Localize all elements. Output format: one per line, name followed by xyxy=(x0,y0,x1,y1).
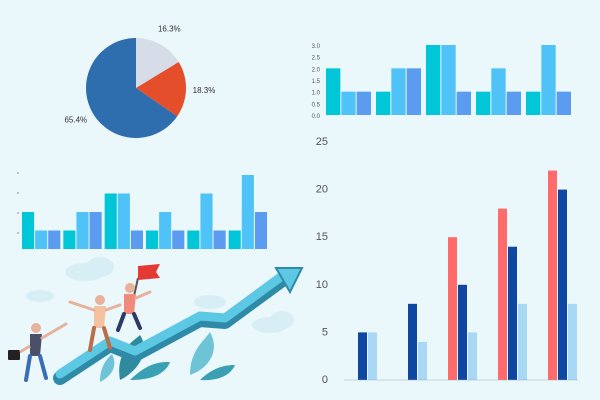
bar xyxy=(200,193,213,249)
bar xyxy=(48,230,61,249)
bar xyxy=(35,230,48,249)
y-tick-label: 0.5 xyxy=(312,102,321,108)
people-climbing-icon xyxy=(24,283,152,382)
bar xyxy=(418,341,427,380)
bar xyxy=(172,230,185,249)
bar xyxy=(406,68,421,115)
y-tick-label: 15 xyxy=(316,231,328,243)
y-tick-mark xyxy=(17,172,19,174)
bar xyxy=(498,208,507,380)
bar xyxy=(22,212,35,249)
y-tick-label: 1.5 xyxy=(312,79,321,85)
y-tick-label: 25 xyxy=(316,136,328,148)
briefcase-icon xyxy=(8,344,31,360)
bar xyxy=(376,91,391,115)
pie-label: 16.3% xyxy=(158,25,181,34)
y-tick-label: 20 xyxy=(316,184,328,196)
bar xyxy=(448,237,457,380)
bar xyxy=(548,170,557,380)
pie-label: 65.4% xyxy=(64,116,87,125)
bar xyxy=(556,91,571,115)
small-bar-chart-left xyxy=(17,172,267,249)
bar xyxy=(241,175,254,249)
bar xyxy=(130,230,143,249)
y-tick-mark xyxy=(17,212,19,214)
y-tick-label: 1.0 xyxy=(312,91,321,97)
bar xyxy=(508,246,517,380)
y-tick-label: 5 xyxy=(322,326,328,338)
bar xyxy=(468,332,477,380)
bar xyxy=(117,193,130,249)
bar xyxy=(558,189,567,380)
bar xyxy=(228,230,241,249)
small-bar-chart-top: 0.0 0.5 1.0 1.5 2.0 2.5 3.0 xyxy=(312,44,571,120)
pie-label: 18.3% xyxy=(193,86,216,95)
bar xyxy=(458,284,467,380)
bar xyxy=(368,332,377,380)
bar xyxy=(476,91,491,115)
bar xyxy=(146,230,159,249)
bar xyxy=(213,230,226,249)
bar xyxy=(76,212,89,249)
bar xyxy=(391,68,406,115)
bar xyxy=(541,45,556,115)
y-tick-label: 0 xyxy=(322,374,328,386)
bar xyxy=(63,230,76,249)
bar xyxy=(358,332,367,380)
bar xyxy=(568,303,577,380)
bar xyxy=(341,91,356,115)
y-tick-label: 2.5 xyxy=(312,56,321,62)
bar xyxy=(104,193,117,249)
bar xyxy=(506,91,521,115)
pie-slice xyxy=(136,62,186,117)
pie-slice xyxy=(136,38,179,88)
bar xyxy=(456,91,471,115)
big-bar-chart: 0 5 10 15 20 25 xyxy=(316,136,578,386)
y-tick-label: 2.0 xyxy=(312,67,321,73)
arrow-up-icon xyxy=(53,267,304,385)
bar xyxy=(518,303,527,380)
bar xyxy=(326,68,341,115)
y-tick-mark xyxy=(17,232,19,234)
bar xyxy=(491,68,506,115)
bar xyxy=(441,45,456,115)
growth-illustration xyxy=(8,257,304,385)
y-tick-label: 3.0 xyxy=(312,44,321,50)
pie-slice xyxy=(86,38,178,138)
y-tick-mark xyxy=(17,192,19,194)
bar xyxy=(187,230,200,249)
bar xyxy=(408,303,417,380)
bar xyxy=(426,45,441,115)
y-tick-label: 10 xyxy=(316,279,328,291)
bar xyxy=(526,91,541,115)
bar xyxy=(89,212,102,249)
y-tick-label: 0.0 xyxy=(312,114,321,120)
bar xyxy=(254,212,267,249)
pie-chart: 16.3% 18.3% 65.4% xyxy=(64,25,216,138)
bar xyxy=(159,212,172,249)
cloud-icon xyxy=(26,257,294,333)
bar xyxy=(356,91,371,115)
